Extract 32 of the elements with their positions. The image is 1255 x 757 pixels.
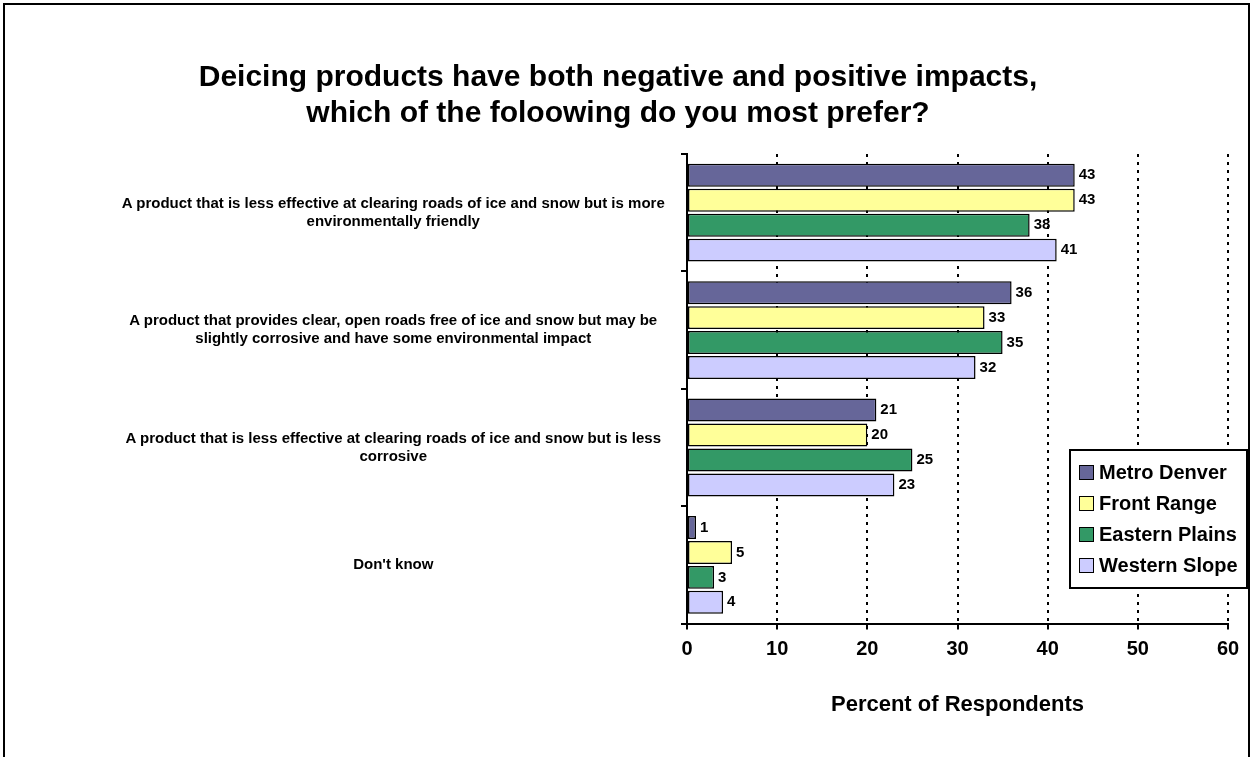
data-label: 25 <box>916 450 934 468</box>
data-label: 43 <box>1078 165 1096 183</box>
data-label: 1 <box>700 517 709 535</box>
data-label: 20 <box>871 425 889 443</box>
data-label: 43 <box>1078 190 1096 208</box>
data-label: 33 <box>988 307 1006 325</box>
chart-title: Deicing products have both negative and positive impacts, which of the foloowing do you most prefer? <box>198 59 1038 129</box>
data-label: 23 <box>898 475 916 493</box>
y-tick-label: A product that provides clear, open roads free of ice and snow but may be slightly corrosive and have some environmental impact <box>129 311 658 347</box>
legend-label: Front Range <box>1099 491 1217 515</box>
data-label: 4 <box>727 592 737 610</box>
x-tick-label: 30 <box>946 637 969 660</box>
data-label: 21 <box>880 400 898 418</box>
y-tick-label: A product that is less effective at clearing roads of ice and snow but is less corrosive <box>125 428 661 464</box>
data-label: 36 <box>1015 282 1033 300</box>
legend-label: Eastern Plains <box>1099 522 1237 546</box>
data-label: 35 <box>1006 332 1024 350</box>
x-tick-label: 20 <box>856 637 879 660</box>
legend-label: Western Slope <box>1099 553 1238 577</box>
x-tick-label: 40 <box>1036 637 1059 660</box>
legend-label: Metro Denver <box>1099 460 1227 484</box>
x-tick-label: 50 <box>1126 637 1149 660</box>
x-axis-title: Percent of Respondents <box>830 690 1085 716</box>
data-label: 41 <box>1060 240 1078 258</box>
x-tick-label: 10 <box>766 637 789 660</box>
data-label: 3 <box>718 567 727 585</box>
y-tick-label: A product that is less effective at clearing roads of ice and snow but is more environmentally friendly <box>121 193 665 229</box>
data-label: 32 <box>979 357 997 375</box>
y-tick-label: Don't know <box>353 555 434 573</box>
x-tick-label: 60 <box>1216 637 1240 660</box>
data-label: 5 <box>736 542 745 560</box>
x-tick-label: 0 <box>681 637 693 660</box>
